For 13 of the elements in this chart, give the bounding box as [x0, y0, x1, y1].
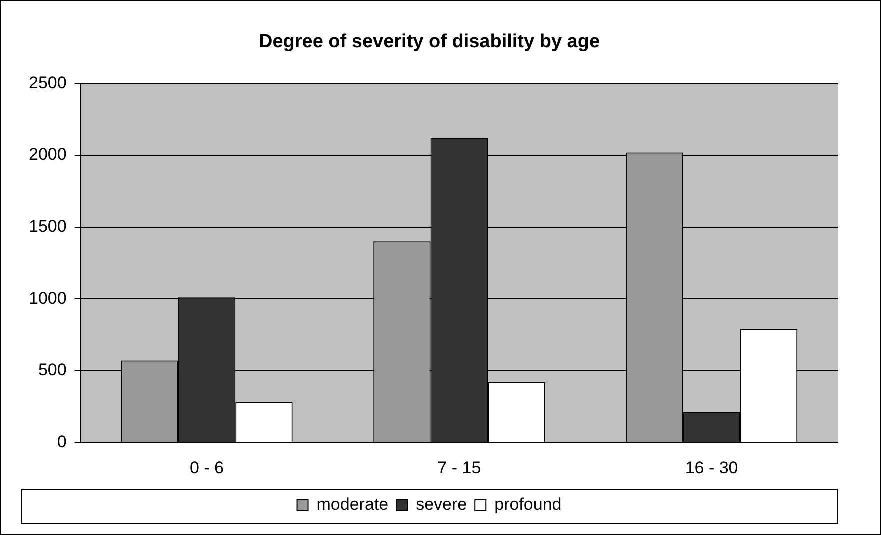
- x-tick-label: 7 - 15: [438, 458, 482, 478]
- x-tick-label: 16 - 30: [685, 458, 738, 478]
- legend-label: severe: [416, 495, 468, 514]
- y-tick-label: 0: [57, 432, 67, 452]
- x-tick-label: 0 - 6: [190, 458, 224, 478]
- y-tick-label: 2000: [28, 145, 67, 164]
- y-tick-label: 500: [38, 360, 67, 380]
- chart-title: Degree of severity of disability by age: [258, 32, 600, 53]
- y-tick-label: 2500: [28, 73, 67, 92]
- y-tick-label: 1000: [28, 288, 67, 308]
- y-tick-label: 1500: [28, 217, 67, 236]
- legend-label: profound: [494, 495, 562, 514]
- legend-label: moderate: [316, 495, 389, 514]
